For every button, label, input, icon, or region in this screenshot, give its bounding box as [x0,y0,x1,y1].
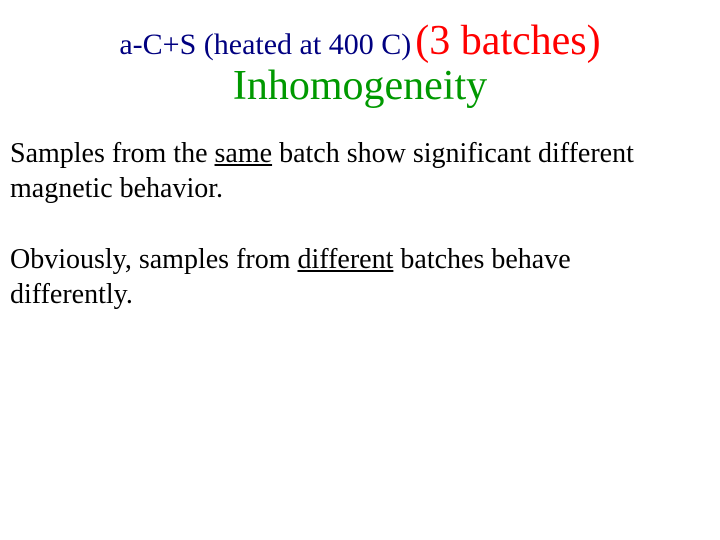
title-suffix: (3 batches) [415,18,600,64]
body-text: Samples from the same batch show signifi… [0,136,720,312]
paragraph-1: Samples from the same batch show signifi… [10,136,700,206]
p2-underline-different: different [298,244,394,275]
title-line-1: a-C+S (heated at 400 C) (3 batches) [0,18,720,64]
title-prefix: a-C+S (heated at 400 C) [119,28,411,61]
p1-underline-same: same [215,138,273,169]
p2-text-a: Obviously, samples from [10,244,298,275]
slide: a-C+S (heated at 400 C) (3 batches) Inho… [0,0,720,540]
p1-text-a: Samples from the [10,138,215,169]
title-line-2: Inhomogeneity [0,64,720,108]
paragraph-2: Obviously, samples from different batche… [10,242,700,312]
